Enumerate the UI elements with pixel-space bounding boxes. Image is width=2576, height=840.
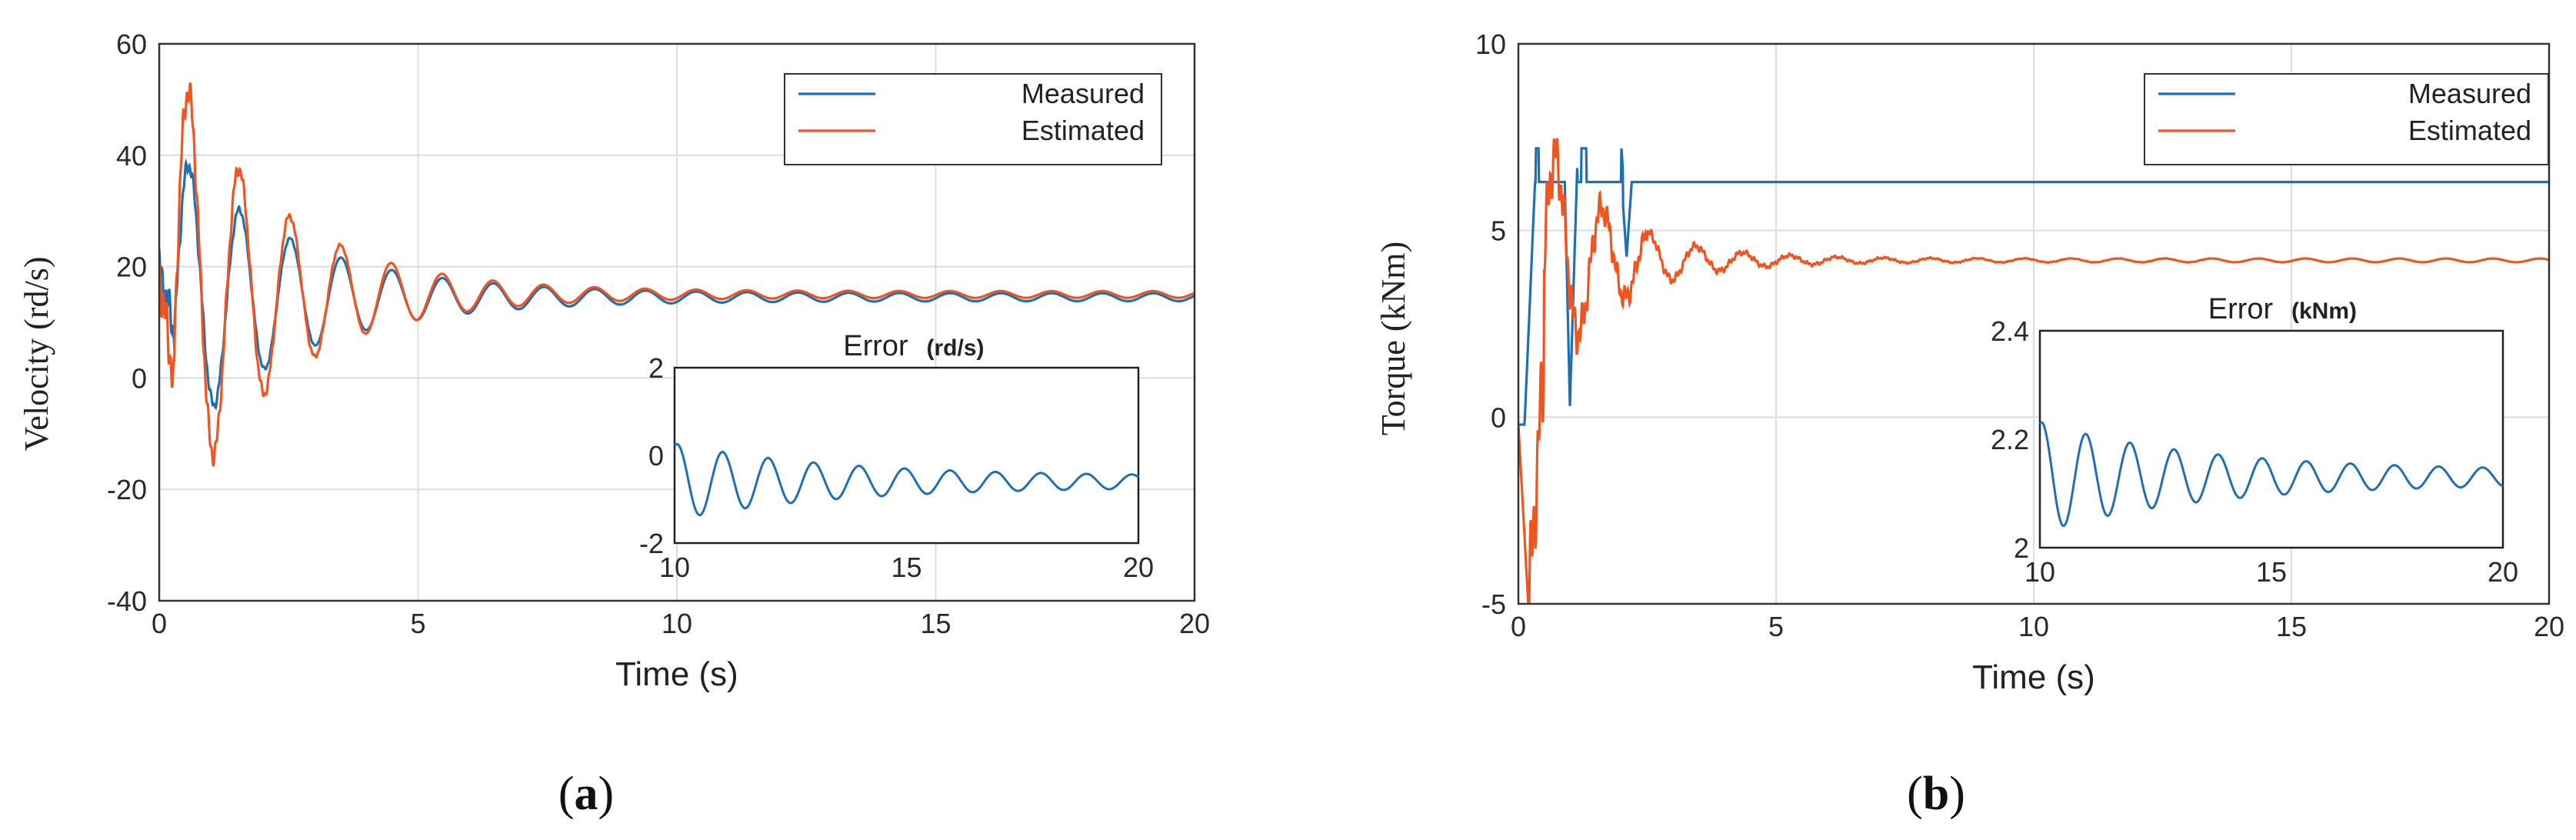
inset-y-tick-label: 0 [648,440,664,472]
x-tick-label: 15 [2276,611,2307,642]
inset-x-tick-label: 20 [1123,552,1154,583]
inset-x-tick-label: 20 [2488,556,2518,588]
panel-caption: (a) [558,768,614,820]
series-line-measured [1518,147,2549,426]
y-tick-label: -20 [107,474,147,505]
x-tick-label: 0 [152,608,167,639]
inset-y-tick-label: 2.4 [1991,315,2029,347]
plot-frame [158,42,1196,602]
inset-frame [673,366,1140,545]
inset-chart: Error (kNm) 10 15 20 2 2.2 2.4 [1991,293,2518,588]
panel-caption-letter: a [575,768,598,820]
panel-caption: (b) [1907,768,1965,820]
inset-title: Error [2208,293,2274,325]
inset-unit: (rd/s) [927,335,985,361]
y-tick-label: 10 [1475,28,1506,60]
inset-chart: Error (rd/s) 10 15 20 -2 0 2 [639,330,1154,583]
inset-error-line [673,442,1139,517]
y-tick-label: 40 [116,140,147,172]
x-tick-label: 5 [1768,611,1784,642]
inset-error-line [2038,421,2504,528]
y-tick-label: 0 [132,362,147,394]
x-tick-label: 20 [2534,611,2564,642]
legend-box [2144,73,2549,165]
inset-unit: (kNm) [2291,298,2357,324]
inset-y-tick-label: 2.2 [1991,424,2029,455]
inset-x-tick-label: 15 [891,552,921,583]
legend: Measured Estimated [784,73,1162,165]
x-tick-label: 20 [1179,608,1210,639]
x-axis-label: Time (s) [615,655,738,693]
panel-caption-letter: b [1923,768,1949,820]
x-tick-label: 5 [410,608,425,639]
y-tick-label: -40 [107,585,147,617]
plot-frame [1517,42,2551,605]
inset-x-tick-label: 10 [2024,556,2055,588]
inset-x-tick-label: 15 [2256,556,2287,588]
y-tick-label: 0 [1491,402,1506,433]
series-line-measured [159,158,1195,411]
legend-label: Measured [1021,78,1145,109]
inset-x-tick-label: 10 [659,552,690,583]
y-tick-label: 20 [116,252,147,283]
y-axis-label: Torque (kNm) [1375,242,1412,435]
legend-box [784,73,1162,165]
x-axis-label: Time (s) [1972,658,2095,696]
legend: Measured Estimated [2144,73,2549,165]
y-tick-label: 5 [1491,215,1506,247]
x-tick-label: 0 [1511,611,1526,642]
x-tick-label: 10 [2018,611,2049,642]
y-axis-label: Velocity (rd/s) [18,257,55,452]
series-line-estimated [1518,138,2549,604]
y-tick-label: -5 [1481,588,1506,620]
legend-label: Estimated [2408,115,2531,146]
x-tick-label: 10 [661,608,692,639]
inset-frame [2038,329,2504,549]
y-tick-label: 60 [116,28,147,60]
inset-y-tick-label: -2 [639,528,664,559]
legend-label: Measured [2408,78,2531,109]
inset-title: Error [843,330,908,362]
inset-y-tick-label: 2 [648,352,664,384]
inset-y-tick-label: 2 [2014,532,2029,564]
x-tick-label: 15 [920,608,951,639]
legend-label: Estimated [1021,115,1145,146]
series-line-estimated [159,82,1195,467]
